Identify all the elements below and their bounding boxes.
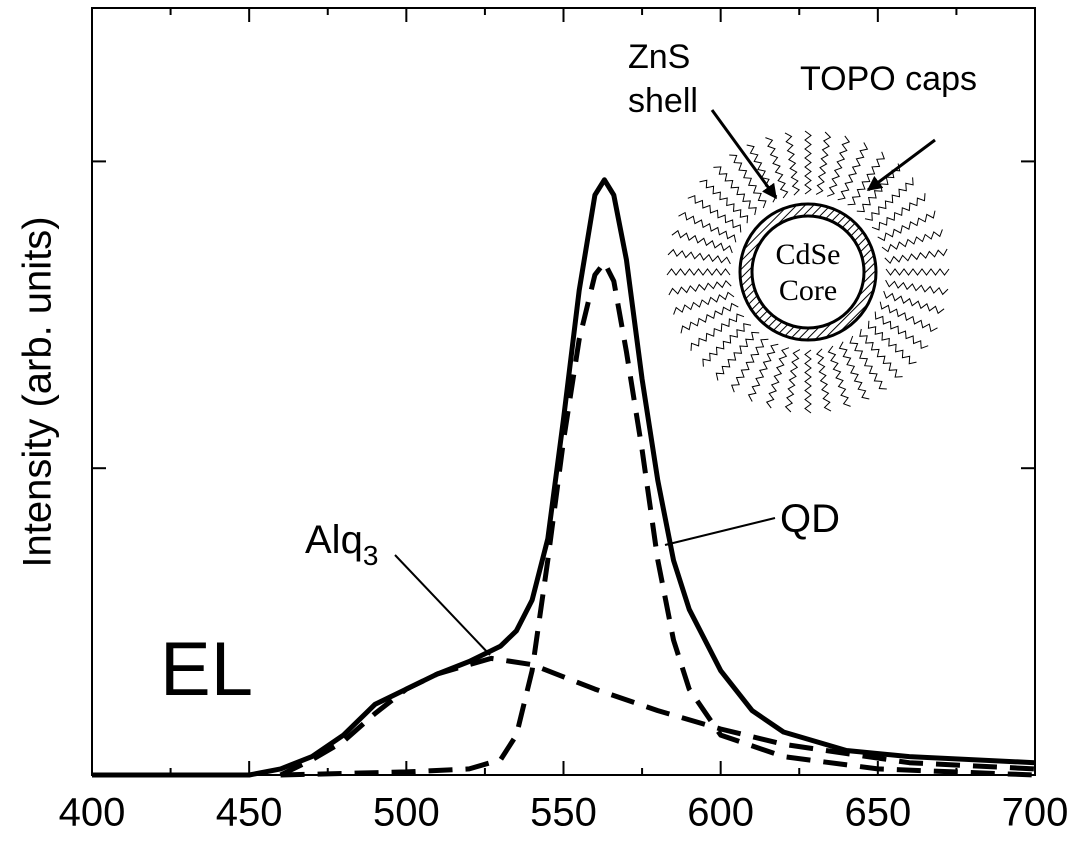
ligand <box>702 323 752 367</box>
ligand <box>815 131 832 195</box>
ligand <box>765 347 790 409</box>
ligand <box>804 130 812 195</box>
ligand <box>871 193 926 231</box>
ligand <box>715 331 760 381</box>
ligand <box>884 248 948 265</box>
ligand <box>827 345 851 407</box>
el-label: EL <box>160 627 253 712</box>
ligand <box>885 279 949 296</box>
ligand <box>671 229 733 254</box>
x-tick-label: 450 <box>216 791 283 835</box>
ligand <box>867 320 917 365</box>
ligand <box>885 268 950 276</box>
alq-subscript: 3 <box>363 540 379 571</box>
y-axis-label: Intensity (arb. units) <box>16 216 60 567</box>
ligand <box>879 301 938 333</box>
ligand <box>847 151 886 206</box>
x-tick-label: 400 <box>59 791 126 835</box>
cdse-label: CdSe <box>775 238 840 271</box>
x-tick-label: 650 <box>844 791 911 835</box>
alq-pointer <box>394 554 491 656</box>
alq-text: Alq <box>305 518 363 562</box>
ligand <box>729 154 767 209</box>
ligand <box>784 132 801 196</box>
ligand <box>680 302 739 334</box>
zns-label: ZnS <box>628 38 690 76</box>
ligand <box>673 291 735 315</box>
ligand <box>784 349 801 413</box>
ligand <box>849 335 887 390</box>
ligand <box>730 338 769 393</box>
cdse-core <box>750 214 866 330</box>
ligand <box>881 229 943 253</box>
series-line <box>279 655 1036 778</box>
ligand <box>699 179 749 224</box>
ligand <box>747 343 779 402</box>
ligand <box>713 166 757 216</box>
ligand <box>804 349 812 414</box>
ligand <box>874 311 929 350</box>
series-line <box>92 177 1036 778</box>
ligand <box>765 137 789 199</box>
x-tick-label: 550 <box>530 791 597 835</box>
ligand <box>678 211 737 243</box>
ligand <box>864 177 914 221</box>
ligand <box>667 248 731 265</box>
ligand <box>687 194 742 233</box>
topo-arrow <box>866 138 936 192</box>
zns-arrow <box>710 109 778 200</box>
series-line <box>280 260 1036 778</box>
ligand <box>815 348 832 412</box>
shell-label: shell <box>628 82 698 120</box>
qd-pointer <box>664 517 776 546</box>
ligand <box>859 328 903 378</box>
qd-inset: ZnS shell TOPO caps CdSe Core <box>628 38 977 414</box>
ligand <box>837 142 869 201</box>
ligand <box>690 313 745 351</box>
ligand <box>826 135 851 197</box>
x-tick-label: 700 <box>1002 791 1069 835</box>
x-tick-label: 600 <box>687 791 754 835</box>
ligand <box>877 210 936 242</box>
ligand <box>668 279 732 296</box>
ligand <box>666 268 731 276</box>
qd-label: QD <box>780 497 840 541</box>
topo-label: TOPO caps <box>800 60 977 98</box>
core-label: Core <box>779 274 837 307</box>
ligand <box>883 290 945 315</box>
x-tick-label: 500 <box>373 791 440 835</box>
ligand <box>838 341 870 400</box>
alq-label: Alq3 <box>305 518 378 571</box>
